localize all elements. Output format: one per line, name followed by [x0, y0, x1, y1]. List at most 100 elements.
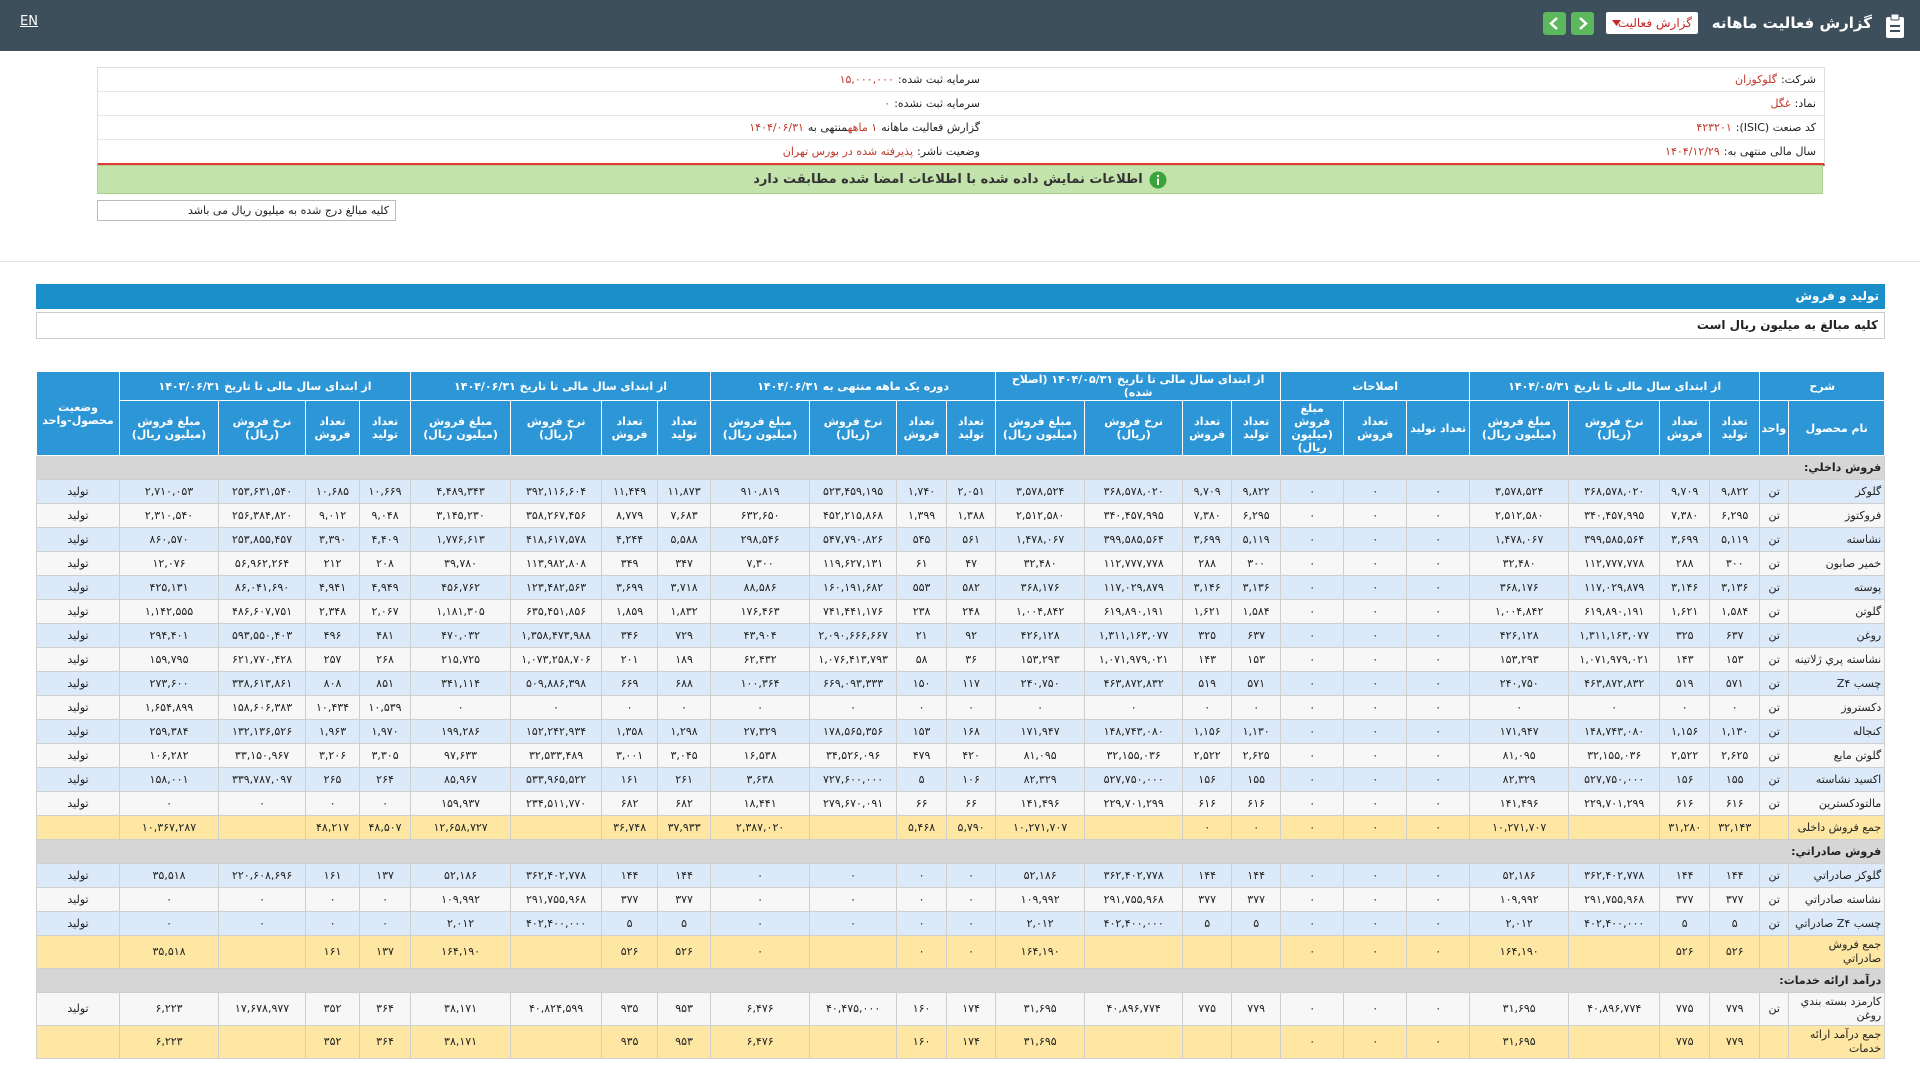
- table-cell: ۳۸,۱۷۱: [410, 1025, 512, 1059]
- table-head: شرح از ابتدای سال مالی تا تاریخ ۱۴۰۴/۰۵/۳…: [36, 371, 1886, 456]
- table-cell: ۶,۲۲۳: [118, 992, 220, 1026]
- data-row: چسب Z۴ صادراتي تن ۵ ۵ ۴۰۲,۴۰۰,۰۰۰ ۲,۰۱۲ ۰ ۰ ۰ ۵ ۵ ۴…: [36, 911, 1886, 936]
- table-cell: ۱۴۱,۴۹۶: [995, 791, 1086, 816]
- table-cell: ۱۶۴,۱۹۰: [1469, 935, 1570, 969]
- table-cell: ۹۱۰,۸۱۹: [710, 479, 811, 504]
- table-cell: ۱۶۸: [946, 719, 997, 744]
- table-cell: ۱۹۹,۲۸۶: [410, 719, 512, 744]
- table-cell: [1084, 815, 1184, 840]
- table-cell: ۰: [1406, 719, 1471, 744]
- table-cell: ۲,۰۱۲: [1469, 911, 1570, 936]
- prev-button[interactable]: [1543, 12, 1566, 35]
- table-cell: ۰: [946, 695, 997, 720]
- section-title: فروش داخلي:: [35, 455, 1886, 480]
- table-cell: تولید: [36, 527, 120, 552]
- table-cell: تن: [1759, 527, 1790, 552]
- table-cell: ۴,۴۰۹: [359, 527, 412, 552]
- table-cell: ۵: [1709, 911, 1761, 936]
- info-value: گلوکوزان: [1735, 73, 1777, 86]
- table-cell: [809, 1025, 898, 1059]
- header-column: مبلغ فروش (میلیون ریال): [710, 400, 811, 456]
- table-cell: ۵,۱۱۹: [1709, 527, 1761, 552]
- table-cell: ۱۵۵: [1709, 767, 1761, 792]
- table-cell: ۰: [510, 695, 603, 720]
- table-cell: ۰: [410, 695, 512, 720]
- table-cell: ۳,۶۹۹: [601, 575, 659, 600]
- table-cell: ۳۴۰,۴۵۷,۹۹۵: [1568, 503, 1661, 528]
- table-cell: ۶,۴۷۶: [710, 992, 811, 1026]
- table-cell: ۵۲۳,۴۵۹,۱۹۵: [809, 479, 898, 504]
- table-cell: ۳۱,۶۹۵: [1469, 1025, 1570, 1059]
- table-cell: تن: [1759, 695, 1790, 720]
- info-value: ۱۵,۰۰۰,۰۰۰: [839, 73, 894, 86]
- table-cell: ۹,۷۰۹: [1659, 479, 1711, 504]
- table-cell: ۵۴۵: [896, 527, 948, 552]
- table-cell: ۱۴۳: [1659, 647, 1711, 672]
- table-cell: ۰: [1406, 863, 1471, 888]
- table-cell: ۳۴۰,۴۵۷,۹۹۵: [1084, 503, 1184, 528]
- table-cell: ۸۲,۳۲۹: [995, 767, 1086, 792]
- table-cell: ۶۲,۴۳۲: [710, 647, 811, 672]
- data-row: فروکتوز تن ۶,۲۹۵ ۷,۳۸۰ ۳۴۰,۴۵۷,۹۹۵ ۲,۵۱۲,۵۸۰ ۰…: [36, 503, 1886, 528]
- table-cell: ۵۲,۱۸۶: [1469, 863, 1570, 888]
- product-name: کارمزد بسته بندي روغن: [1788, 992, 1886, 1026]
- table-cell: ۳,۶۳۸: [710, 767, 811, 792]
- product-name: نشاسته: [1788, 527, 1886, 552]
- table-cell: ۵۰۹,۸۸۶,۳۹۸: [510, 671, 603, 696]
- table-cell: تن: [1759, 575, 1790, 600]
- data-row: گلوتن مایع تن ۲,۶۲۵ ۲,۵۲۲ ۳۲,۱۵۵,۰۳۶ ۸۱,۰۹۵ ۰ ۰…: [36, 743, 1886, 768]
- production-sales-table: شرح از ابتدای سال مالی تا تاریخ ۱۴۰۴/۰۵/۳…: [35, 371, 1886, 1059]
- table-cell: ۳,۰۰۱: [601, 743, 659, 768]
- table-cell: ۵۲۶: [1709, 935, 1761, 969]
- table-cell: تن: [1759, 767, 1790, 792]
- table-cell: ۱,۳۹۹: [896, 503, 948, 528]
- table-cell: ۲,۵۲۲: [1659, 743, 1711, 768]
- table-cell: ۵: [896, 767, 948, 792]
- table-cell: ۰: [1343, 551, 1408, 576]
- table-cell: ۳۳۹,۷۸۷,۰۹۷: [218, 767, 307, 792]
- info-label: کد صنعت (ISIC):: [1735, 121, 1816, 134]
- status-message: اطلاعات نمایش داده شده با اطلاعات امضا ش…: [97, 165, 1823, 194]
- table-cell: ۲,۰۱۲: [410, 911, 512, 936]
- data-row: مالتودکسترين تن ۶۱۶ ۶۱۶ ۲۲۹,۷۰۱,۲۹۹ ۱۴۱,۴۹۶ ۰ ۰…: [36, 791, 1886, 816]
- language-link[interactable]: EN: [20, 14, 38, 29]
- table-cell: ۰: [710, 935, 811, 969]
- header-column: مبلغ فروش (میلیون ریال): [410, 400, 512, 456]
- table-cell: ۴۶۳,۸۷۲,۸۳۲: [1084, 671, 1184, 696]
- table-cell: ۱,۱۳۰: [1231, 719, 1282, 744]
- table-cell: ۰: [1406, 743, 1471, 768]
- table-cell: [218, 1025, 307, 1059]
- table-cell: ۴۰,۸۹۶,۷۷۴: [1084, 992, 1184, 1026]
- table-cell: تن: [1759, 551, 1790, 576]
- table-cell: ۱۲۳,۴۸۲,۵۶۳: [510, 575, 603, 600]
- table-cell: ۱۶,۵۳۸: [710, 743, 811, 768]
- table-cell: ۳۹۹,۵۸۵,۵۶۴: [1084, 527, 1184, 552]
- table-cell: ۰: [1280, 791, 1345, 816]
- table-cell: ۴۸,۲۱۷: [305, 815, 361, 840]
- table-cell: ۷۷۹: [1709, 992, 1761, 1026]
- table-cell: ۳,۵۷۸,۵۲۴: [1469, 479, 1570, 504]
- product-name: مالتودکسترين: [1788, 791, 1886, 816]
- table-cell: ۵,۷۹۰: [946, 815, 997, 840]
- table-cell: ۱۱۲,۷۷۷,۷۷۸: [1084, 551, 1184, 576]
- table-cell: ۰: [946, 935, 997, 969]
- table-cell: ۴۵۶,۷۶۲: [410, 575, 512, 600]
- table-cell: ۱۷۱,۹۴۷: [995, 719, 1086, 744]
- info-cell: سال مالی منتهی به:۱۴۰۴/۱۲/۲۹: [980, 145, 1824, 158]
- table-cell: ۴۸,۵۰۷: [359, 815, 412, 840]
- table-cell: ۰: [1406, 815, 1471, 840]
- table-cell: ۵۲۷,۷۵۰,۰۰۰: [1568, 767, 1661, 792]
- table-cell: ۲,۵۱۲,۵۸۰: [995, 503, 1086, 528]
- table-cell: ۰: [1343, 815, 1408, 840]
- table-cell: ۳۲,۴۸۰: [995, 551, 1086, 576]
- table-cell: ۱۱۷: [946, 671, 997, 696]
- report-select[interactable]: گزارش فعالیت: [1606, 12, 1698, 34]
- table-cell: تولید: [36, 887, 120, 912]
- table-cell: ۰: [1406, 647, 1471, 672]
- table-cell: ۰: [1343, 719, 1408, 744]
- table-cell: ۲۸۸: [1182, 551, 1233, 576]
- table-cell: ۱۰۹,۹۹۲: [410, 887, 512, 912]
- table-cell: ۰: [1182, 695, 1233, 720]
- next-button[interactable]: [1571, 12, 1594, 35]
- table-cell: تن: [1759, 623, 1790, 648]
